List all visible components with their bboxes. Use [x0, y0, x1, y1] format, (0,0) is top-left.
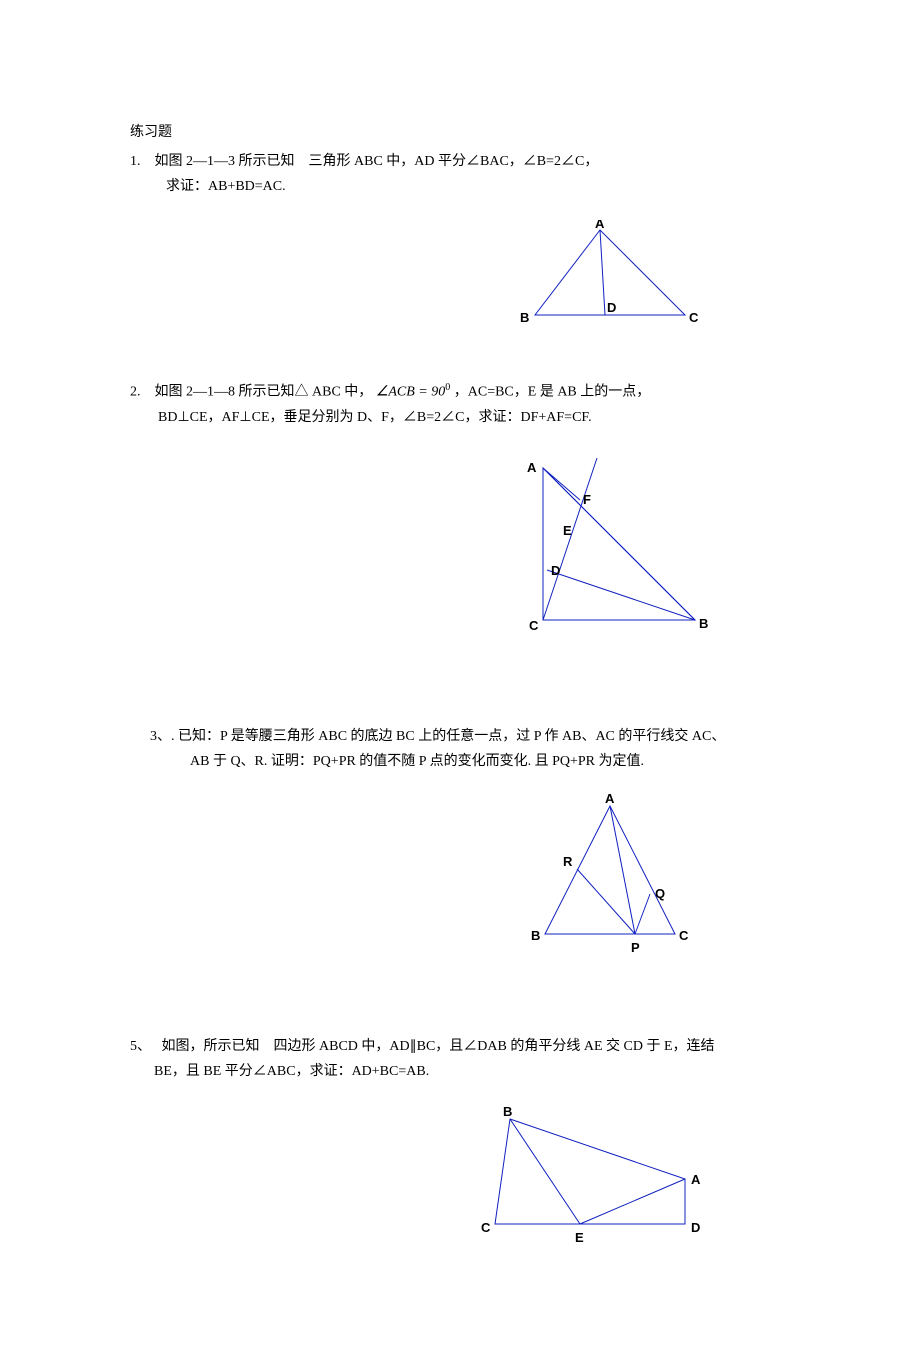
problem-1-num: 1.: [130, 154, 141, 169]
fig1-label-C: C: [689, 310, 699, 325]
figure-3: A R Q B C P: [430, 794, 790, 973]
fig2-label-B: B: [699, 616, 708, 631]
figure-2: A F E D C B: [430, 450, 790, 654]
fig2-label-F: F: [583, 492, 591, 507]
fig3-label-P: P: [631, 940, 640, 955]
problem-1-line1: 如图 2—1—3 所示已知 三角形 ABC 中，AD 平分∠BAC，∠B=2∠C…: [155, 154, 599, 169]
fig3-label-C: C: [679, 928, 689, 943]
problem-1: 1. 如图 2—1—3 所示已知 三角形 ABC 中，AD 平分∠BAC，∠B=…: [130, 149, 790, 199]
figure-1: A B C D: [430, 220, 790, 349]
fig5-label-E: E: [575, 1230, 584, 1245]
problem-5-line2: BE，且 BE 平分∠ABC，求证：AD+BC=AB.: [130, 1059, 790, 1084]
problem-5-num: 5、: [130, 1039, 151, 1054]
fig5-label-C: C: [481, 1220, 491, 1235]
problem-2-math: ∠ACB = 90: [376, 384, 445, 399]
fig3-label-R: R: [563, 854, 573, 869]
page-title: 练习题: [130, 120, 790, 145]
fig2-label-D: D: [551, 563, 560, 578]
problem-2-num: 2.: [130, 384, 141, 399]
problem-5-line1: 如图，所示已知 四边形 ABCD 中，AD∥BC，且∠DAB 的角平分线 AE …: [162, 1039, 715, 1054]
problem-3-line1: 已知：P 是等腰三角形 ABC 的底边 BC 上的任意一点，过 P 作 AB、A…: [178, 729, 725, 744]
problem-3: 3、. 已知：P 是等腰三角形 ABC 的底边 BC 上的任意一点，过 P 作 …: [130, 724, 790, 774]
problem-2-line1a: 如图 2—1—8 所示已知△ ABC 中，: [155, 384, 373, 399]
fig1-label-A: A: [595, 220, 605, 231]
fig2-label-A: A: [527, 460, 537, 475]
figure-5: B A C D E: [400, 1104, 790, 1263]
problem-1-line2: 求证：AB+BD=AC.: [130, 174, 790, 199]
fig3-label-B: B: [531, 928, 540, 943]
fig2-label-E: E: [563, 523, 572, 538]
fig5-label-B: B: [503, 1104, 512, 1119]
problem-5: 5、 如图，所示已知 四边形 ABCD 中，AD∥BC，且∠DAB 的角平分线 …: [130, 1034, 790, 1084]
problem-2-sup: 0: [445, 382, 450, 393]
fig1-label-B: B: [520, 310, 529, 325]
problem-3-num: 3、.: [150, 729, 175, 744]
fig5-label-D: D: [691, 1220, 700, 1235]
problem-3-line2: AB 于 Q、R. 证明：PQ+PR 的值不随 P 点的变化而变化. 且 PQ+…: [150, 749, 790, 774]
fig1-label-D: D: [607, 300, 616, 315]
problem-2-line2: BD⊥CE，AF⊥CE，垂足分别为 D、F，∠B=2∠C，求证：DF+AF=CF…: [130, 405, 790, 430]
fig3-label-Q: Q: [655, 886, 665, 901]
fig5-label-A: A: [691, 1172, 701, 1187]
problem-2-line1b: ，AC=BC，E 是 AB 上的一点，: [454, 384, 651, 399]
problem-2: 2. 如图 2—1—8 所示已知△ ABC 中， ∠ACB = 900 ，AC=…: [130, 379, 790, 430]
fig2-label-C: C: [529, 618, 539, 633]
fig3-label-A: A: [605, 794, 615, 806]
